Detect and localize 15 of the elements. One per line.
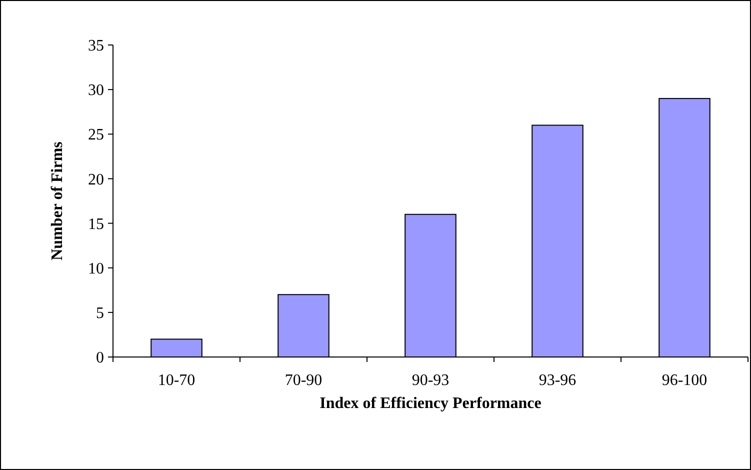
y-tick-label: 30	[88, 82, 104, 100]
y-tick-label: 5	[96, 305, 104, 322]
x-tick-label: 90-93	[412, 372, 450, 389]
y-tick-label: 0	[96, 350, 104, 367]
x-tick-label: 70-90	[284, 372, 322, 389]
x-tick-label: 93-96	[538, 372, 576, 389]
x-tick-label: 10-70	[158, 372, 196, 389]
x-tick-label: 96-100	[662, 372, 708, 389]
y-tick-label: 10	[88, 260, 104, 278]
y-axis-title: Number of Firms	[49, 142, 66, 260]
y-tick-label: 25	[88, 126, 104, 144]
x-axis-title: Index of Efficiency Performance	[320, 395, 542, 412]
y-tick-label: 35	[88, 38, 104, 55]
y-tick-label: 20	[88, 171, 104, 188]
y-tick-label: 15	[88, 216, 104, 233]
